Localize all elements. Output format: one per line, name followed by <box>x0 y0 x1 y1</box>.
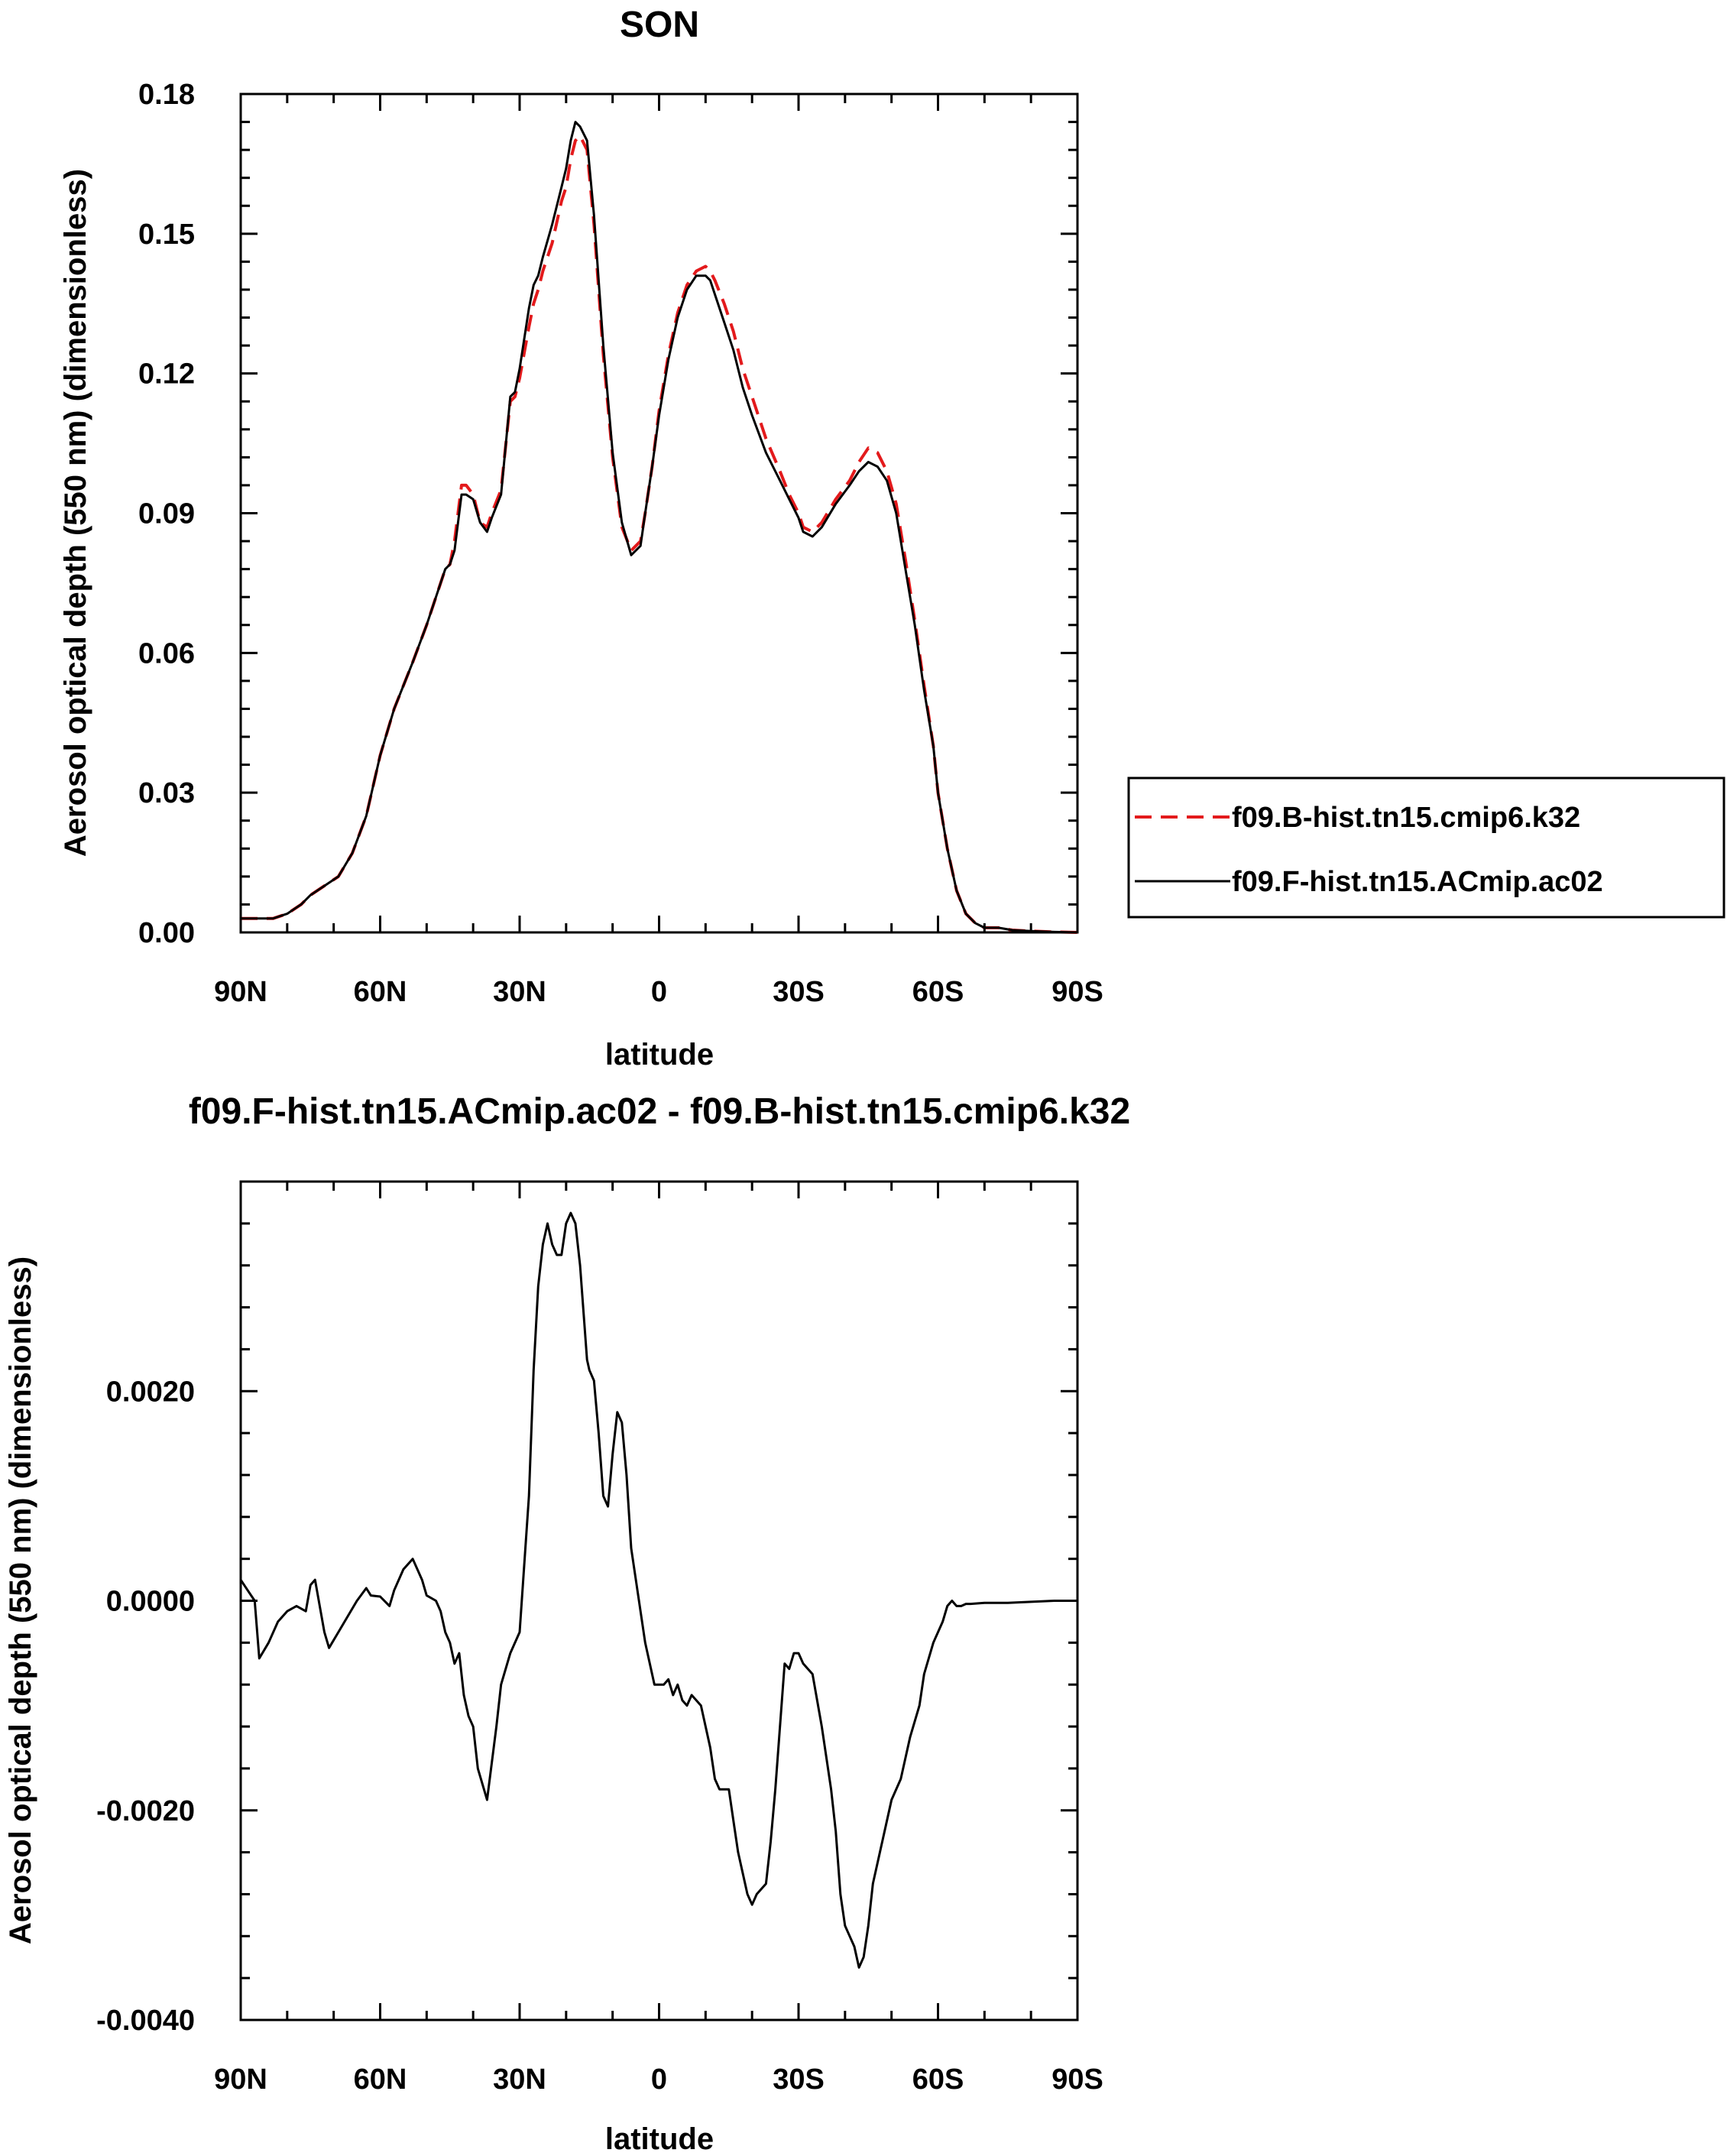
x-tick-label: 60N <box>354 2064 407 2096</box>
y-tick-label: -0.0020 <box>96 1795 195 1827</box>
x-tick-label: 60S <box>912 976 964 1008</box>
legend: f09.B-hist.tn15.cmip6.k32 f09.F-hist.tn1… <box>1127 776 1725 919</box>
bottom-y-tick-labels: -0.0040 -0.0020 0.0000 0.0020 <box>96 1376 195 2037</box>
top-panel: SON 90N 60N 30N 0 30S 60S 90S 0.00 0.03 0.06 0.09… <box>59 5 1725 1072</box>
bottom-chart-title: f09.F-hist.tn15.ACmip.ac02 - f09.B-hist.… <box>189 1091 1130 1132</box>
top-chart-title: SON <box>620 5 699 45</box>
bottom-series-line-1 <box>239 1211 1077 1969</box>
top-plot-frame <box>239 92 1079 934</box>
top-x-tick-labels: 90N 60N 30N 0 30S 60S 90S <box>214 976 1103 1008</box>
bottom-x-tick-labels: 90N 60N 30N 0 30S 60S 90S <box>214 2064 1103 2096</box>
top-y-tick-labels: 0.00 0.03 0.06 0.09 0.12 0.15 0.18 <box>138 79 195 949</box>
bottom-panel: f09.F-hist.tn15.ACmip.ac02 - f09.B-hist.… <box>4 1091 1130 2156</box>
bottom-ticks <box>239 1180 1079 2021</box>
top-ticks <box>239 92 1079 934</box>
top-y-axis-label: Aerosol optical depth (550 nm) (dimensio… <box>59 169 92 857</box>
x-tick-label: 60N <box>354 976 407 1008</box>
legend-label-series-b: f09.F-hist.tn15.ACmip.ac02 <box>1232 866 1603 898</box>
x-tick-label: 0 <box>651 976 667 1008</box>
x-tick-label: 60S <box>912 2064 964 2096</box>
y-tick-label: 0.18 <box>138 79 195 111</box>
bottom-plot-curves <box>239 1211 1077 1969</box>
top-x-axis-label: latitude <box>605 1038 714 1072</box>
y-tick-label: 0.00 <box>138 917 195 949</box>
y-tick-label: 0.12 <box>138 358 195 391</box>
y-tick-label: 0.15 <box>138 219 195 251</box>
x-tick-label: 90S <box>1051 976 1103 1008</box>
x-tick-label: 30N <box>493 2064 546 2096</box>
y-tick-label: 0.0000 <box>106 1586 195 1618</box>
y-tick-label: 0.09 <box>138 498 195 530</box>
top-plot-curves <box>241 121 1078 934</box>
legend-label-series-a: f09.B-hist.tn15.cmip6.k32 <box>1232 802 1580 834</box>
y-tick-label: 0.06 <box>138 637 195 669</box>
x-tick-label: 30S <box>773 2064 825 2096</box>
legend-box <box>1127 776 1725 919</box>
x-tick-label: 0 <box>651 2064 667 2096</box>
y-tick-label: 0.0020 <box>106 1376 195 1408</box>
bottom-y-axis-label: Aerosol optical depth (550 nm) (dimensio… <box>4 1256 37 1944</box>
x-tick-label: 90S <box>1051 2064 1103 2096</box>
x-tick-label: 30S <box>773 976 825 1008</box>
y-tick-label: 0.03 <box>138 777 195 809</box>
top-series-line-2 <box>241 121 1078 934</box>
x-tick-label: 30N <box>493 976 546 1008</box>
x-tick-label: 90N <box>214 2064 267 2096</box>
bottom-x-axis-label: latitude <box>605 2122 714 2156</box>
x-tick-label: 90N <box>214 976 267 1008</box>
y-tick-label: -0.0040 <box>96 2005 195 2037</box>
